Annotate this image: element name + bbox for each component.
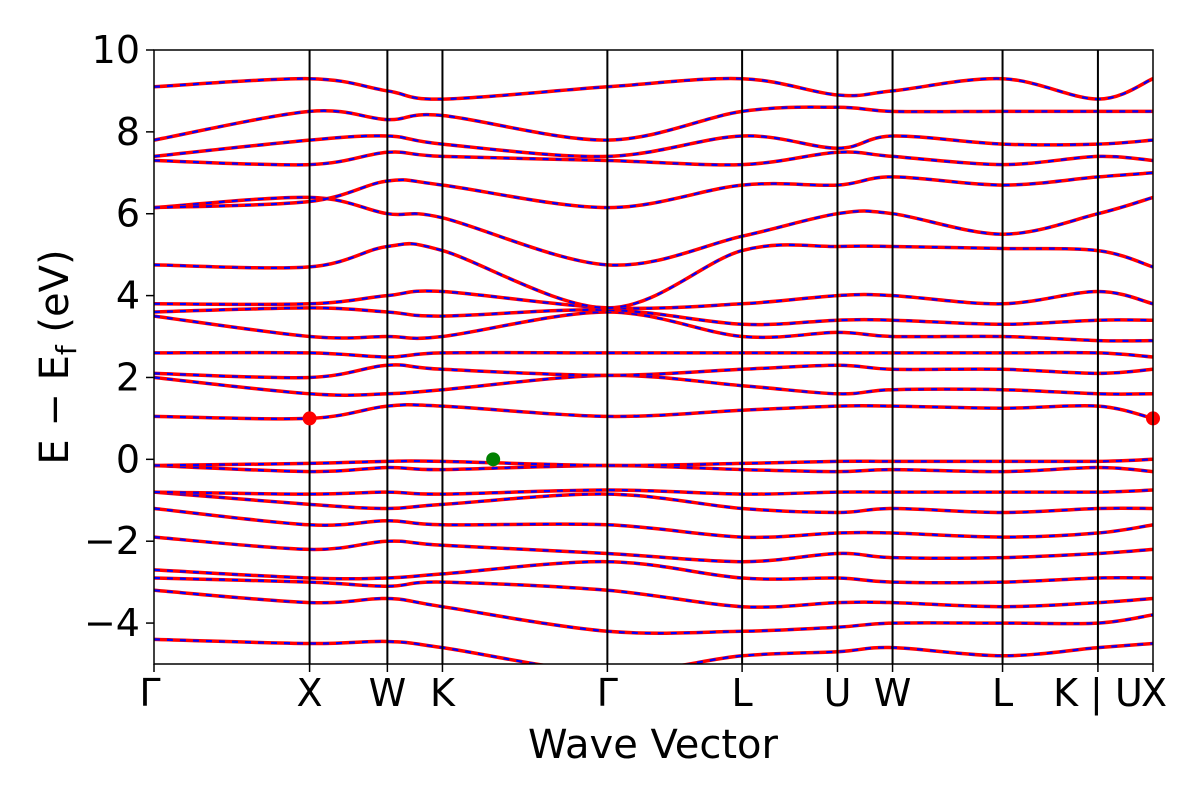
band-line-spin-down — [154, 536, 1153, 563]
x-tick-label: K | U — [1053, 671, 1143, 716]
band-line-spin-down — [154, 351, 1153, 359]
y-tick-label: −2 — [84, 519, 140, 563]
band-line-spin-down — [154, 576, 1153, 609]
x-tick-label: L — [992, 671, 1013, 715]
y-tick-label: −4 — [84, 601, 140, 645]
x-tick-label: W — [369, 671, 407, 715]
x-tick-label: K — [430, 671, 456, 715]
vbm-marker — [486, 452, 501, 467]
band-line-spin-down — [154, 507, 1153, 539]
band-line-spin-down — [154, 374, 1153, 397]
x-tick-label: L — [732, 671, 753, 715]
band-line-spin-down — [154, 310, 1153, 343]
y-tick-label: 0 — [116, 437, 140, 481]
x-axis-label: Wave Vector — [528, 722, 779, 768]
plot-frame — [153, 49, 1154, 665]
x-tick-label: Γ — [597, 671, 618, 715]
band-line-spin-down — [154, 289, 1153, 310]
y-tick-label: 4 — [116, 274, 140, 318]
band-line-spin-down — [154, 171, 1153, 209]
x-tick-label: Γ — [139, 671, 160, 715]
bands-layer — [154, 76, 1153, 664]
x-tick-label: X — [1141, 671, 1167, 715]
band-line-spin-up — [154, 150, 1153, 167]
y-tick-label: 10 — [92, 28, 140, 72]
band-line-spin-down — [154, 488, 1153, 496]
y-axis-label-unit: (eV) — [32, 249, 78, 345]
x-tick-label: U — [824, 671, 852, 715]
y-axis-label: E − Ef (eV) — [32, 249, 83, 464]
y-axis-ticks: −4 −2 0 2 4 6 8 10 — [84, 28, 154, 645]
y-axis-label-main: E − E — [32, 355, 78, 465]
x-tick-label: W — [874, 671, 912, 715]
band-line-spin-down — [154, 77, 1153, 101]
band-line-spin-down — [154, 458, 1153, 467]
x-tick-label: X — [297, 671, 323, 715]
band-line-spin-down — [154, 560, 1153, 584]
kpoint-lines — [308, 50, 1099, 664]
band-line-spin-down — [154, 196, 1153, 267]
band-line-spin-down — [154, 306, 1153, 326]
band-line-spin-down — [154, 403, 1153, 420]
y-tick-label: 8 — [116, 110, 140, 154]
band-line-spin-down — [154, 106, 1153, 142]
band-line-spin-down — [154, 638, 1153, 664]
y-tick-label: 6 — [116, 192, 140, 236]
y-axis-label-sub: f — [50, 344, 83, 355]
y-tick-label: 2 — [116, 355, 140, 399]
band-line-spin-down — [154, 589, 1153, 635]
cbm-marker — [302, 411, 317, 426]
band-line-spin-down — [154, 134, 1153, 158]
band-line-spin-up — [154, 363, 1153, 380]
band-line-spin-down — [154, 464, 1153, 473]
band-line-spin-down — [154, 491, 1153, 514]
